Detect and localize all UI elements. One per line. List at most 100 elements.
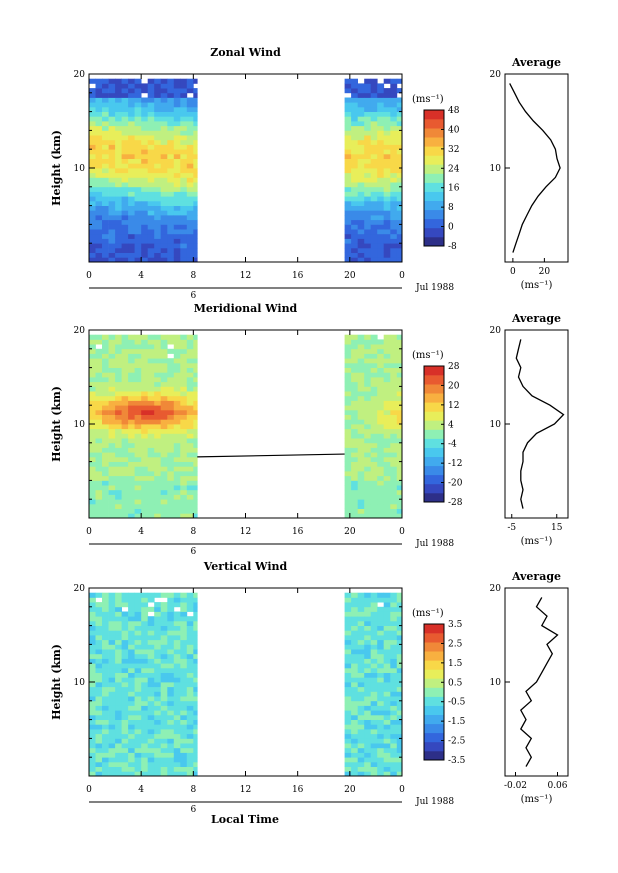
heatmap-cell: [370, 452, 378, 458]
heatmap-cell: [357, 625, 365, 631]
heatmap-cell: [383, 747, 391, 753]
heatmap-cell: [193, 747, 198, 753]
heatmap-cell: [351, 358, 358, 364]
heatmap-cell: [154, 625, 162, 631]
heatmap-cell: [377, 696, 385, 702]
heatmap-cell: [396, 714, 403, 720]
heatmap-cell: [89, 606, 96, 612]
heatmap-cell: [351, 372, 358, 378]
y-tick-label: 20: [74, 326, 86, 336]
heatmap-cell: [351, 186, 358, 192]
heatmap-cell: [186, 447, 194, 453]
heatmap-cell: [141, 168, 149, 174]
heatmap-cell: [160, 447, 168, 453]
heatmap-cell: [108, 494, 116, 500]
heatmap-cell: [351, 219, 358, 225]
heatmap-cell: [180, 761, 188, 767]
heatmap-cell: [108, 424, 116, 430]
heatmap-cell: [128, 644, 135, 650]
heatmap-cell: [128, 771, 135, 777]
heatmap-cell: [351, 620, 358, 626]
heatmap-cell: [108, 452, 116, 458]
heatmap-cell: [134, 391, 142, 397]
heatmap-cell: [344, 130, 352, 136]
heatmap-cell: [396, 191, 403, 197]
heatmap-cell: [186, 620, 194, 626]
heatmap-cell: [102, 719, 109, 725]
heatmap-cell: [180, 714, 188, 720]
heatmap-cell: [186, 372, 194, 378]
heatmap-cell: [390, 620, 398, 626]
heatmap-cell: [95, 367, 103, 373]
heatmap-cell: [128, 78, 135, 84]
heatmap-cell: [160, 339, 168, 345]
heatmap-cell: [89, 761, 96, 767]
heatmap-cell: [167, 757, 175, 763]
heatmap-cell: [377, 177, 385, 183]
heatmap-cell: [193, 125, 198, 131]
heatmap-cell: [102, 667, 109, 673]
heatmap-cell: [351, 729, 358, 735]
heatmap-cell: [396, 653, 403, 659]
heatmap-cell: [95, 238, 103, 244]
heatmap-cell: [160, 247, 168, 253]
heatmap-cell: [344, 229, 352, 235]
heatmap-cell: [370, 461, 378, 467]
heatmap-cell: [351, 499, 358, 505]
heatmap-cell: [102, 215, 109, 221]
heatmap-cell: [186, 381, 194, 387]
heatmap-cell: [344, 200, 352, 206]
heatmap-cell: [102, 752, 109, 758]
heatmap-cell: [370, 153, 378, 159]
heatmap-cell: [108, 395, 116, 401]
heatmap-cell: [108, 121, 116, 127]
heatmap-cell: [147, 97, 155, 103]
heatmap-cell: [89, 177, 96, 183]
colorbar-swatch: [424, 732, 444, 743]
heatmap-cell: [377, 395, 385, 401]
heatmap-cell: [173, 499, 181, 505]
heatmap-cell: [370, 386, 378, 392]
heatmap-cell: [193, 381, 198, 387]
heatmap-cell: [383, 182, 391, 188]
heatmap-cell: [115, 116, 122, 122]
colorbar-swatch: [424, 420, 444, 430]
heatmap-cell: [141, 400, 149, 406]
heatmap-cell: [102, 489, 109, 495]
heatmap-cell: [351, 456, 358, 462]
heatmap-cell: [95, 686, 103, 692]
heatmap-cell: [351, 381, 358, 387]
heatmap-cell: [167, 747, 175, 753]
heatmap-cell: [115, 729, 122, 735]
heatmap-cell: [128, 503, 135, 509]
heatmap-cell: [147, 738, 155, 744]
heatmap-cell: [383, 229, 391, 235]
heatmap-cell: [390, 111, 398, 117]
heatmap-cell: [390, 733, 398, 739]
heatmap-cell: [396, 419, 403, 425]
heatmap-cell: [186, 714, 194, 720]
heatmap-cell: [115, 191, 122, 197]
heatmap-cell: [134, 78, 142, 84]
heatmap-cell: [390, 747, 398, 753]
heatmap-cell: [141, 200, 149, 206]
heatmap-cell: [141, 653, 149, 659]
heatmap-cell: [186, 247, 194, 253]
heatmap-cell: [351, 508, 358, 514]
heatmap-cell: [121, 485, 129, 491]
heatmap-cell: [370, 372, 378, 378]
heatmap-cell: [193, 710, 198, 716]
heatmap-cell: [115, 700, 122, 706]
heatmap-cell: [160, 177, 168, 183]
heatmap-cell: [370, 78, 378, 84]
heatmap-cell: [390, 168, 398, 174]
heatmap-cell: [383, 196, 391, 202]
heatmap-cell: [383, 353, 391, 359]
heatmap-cell: [383, 677, 391, 683]
heatmap-cell: [370, 168, 378, 174]
heatmap-cell: [147, 419, 155, 425]
heatmap-cell: [108, 663, 116, 669]
heatmap-cell: [390, 358, 398, 364]
heatmap-cell: [167, 125, 175, 131]
heatmap-cell: [167, 672, 175, 678]
